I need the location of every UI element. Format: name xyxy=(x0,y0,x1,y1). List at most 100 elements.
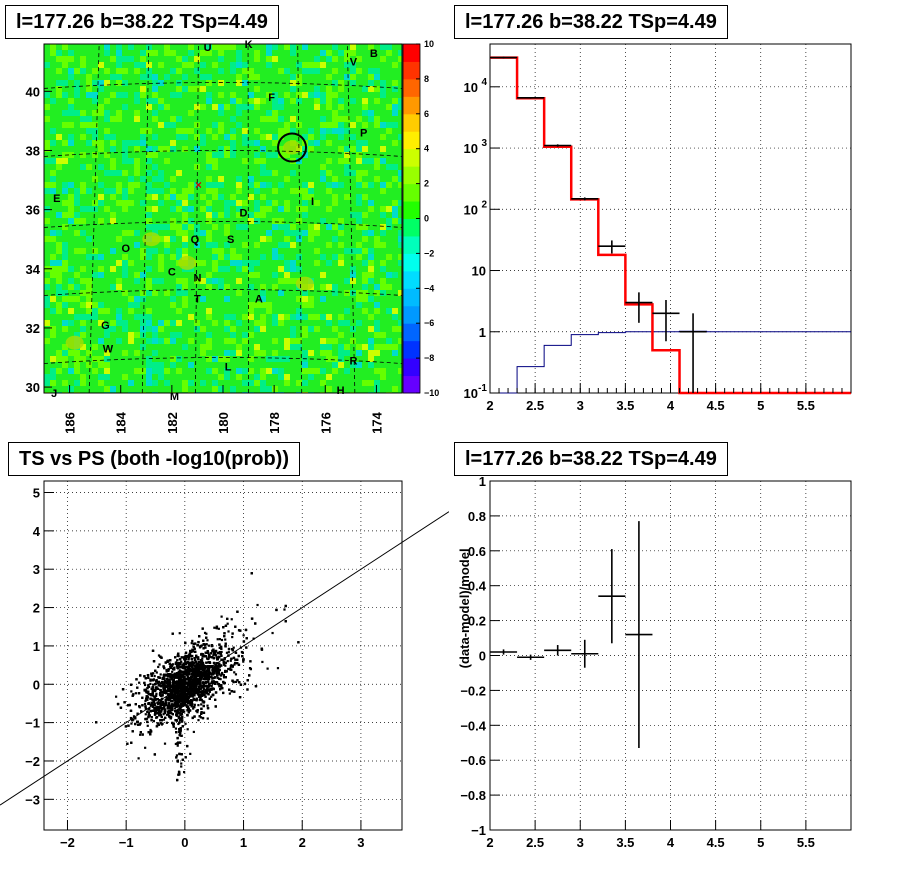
x-tick-label: 2.5 xyxy=(526,398,544,413)
x-tick-label: −2 xyxy=(60,835,75,850)
source-label: W xyxy=(103,344,114,356)
x-tick-label: 3.5 xyxy=(616,398,634,413)
data-points xyxy=(490,56,707,393)
colorbar-cell xyxy=(403,288,420,307)
scatter-axes: −2 −1 0 1 2 3 −3 −2 −1 0 1 2 3 4 5 xyxy=(25,486,364,850)
y-tick-label: 1 xyxy=(479,474,486,489)
ts-vs-ps-panel: −2 −1 0 1 2 3 −3 −2 −1 0 1 2 3 4 5 xyxy=(0,480,449,850)
y-tick-label: 40 xyxy=(26,84,40,99)
scatter-points xyxy=(95,572,300,782)
source-label: R xyxy=(349,355,357,367)
fit-line xyxy=(0,511,449,806)
y-tick-exponent: -1 xyxy=(478,383,487,394)
x-tick-label: 5 xyxy=(757,835,764,850)
residual-panel: 2 2.5 3 3.5 4 4.5 5 5.5 −1 −0.8 −0.6 −0.4 −0.2 0 0.2 0.… xyxy=(457,474,852,850)
colorbar-tick-label: 0 xyxy=(424,214,429,224)
residual-title: l=177.26 b=38.22 TSp=4.49 xyxy=(454,442,728,476)
source-label: P xyxy=(360,128,367,140)
residual-point xyxy=(490,649,518,655)
x-tick-label: 180 xyxy=(216,412,231,434)
x-tick-label: 5.5 xyxy=(797,835,815,850)
colorbar-tick-label: −8 xyxy=(424,353,434,363)
y-tick-label: 0.8 xyxy=(468,509,486,524)
x-tick-label: 184 xyxy=(114,411,129,433)
data-point xyxy=(517,97,545,99)
source-label: N xyxy=(193,273,201,285)
data-point xyxy=(679,313,707,393)
source-label: C xyxy=(168,267,176,279)
colorbar-cell xyxy=(403,375,420,394)
skymap-axes: 186 184 182 180 178 176 174 30 32 34 36 38 40 xyxy=(26,84,385,434)
source-label: B xyxy=(370,48,378,60)
colorbar-cell xyxy=(403,183,420,202)
source-label: J xyxy=(51,388,57,400)
y-tick-label: 0.4 xyxy=(468,579,487,594)
y-tick-label: −0.4 xyxy=(460,718,486,733)
colorbar-cell xyxy=(403,96,420,115)
x-tick-label: 176 xyxy=(318,412,333,434)
y-tick-label: 10 xyxy=(464,386,478,401)
y-tick-label: 4 xyxy=(33,524,41,539)
colorbar-cell xyxy=(403,166,420,185)
colorbar-cell xyxy=(403,201,420,219)
y-tick-label: 10 xyxy=(472,264,486,279)
y-tick-label: 10 xyxy=(464,141,478,156)
data-point xyxy=(490,56,518,59)
y-tick-label: −2 xyxy=(25,754,40,769)
y-tick-label: −0.8 xyxy=(460,788,486,803)
colorbar-cell xyxy=(403,305,420,324)
skymap-title: l=177.26 b=38.22 TSp=4.49 xyxy=(5,5,279,39)
x-tick-label: 4 xyxy=(667,398,675,413)
residual-grid xyxy=(489,480,851,831)
data-point xyxy=(571,197,599,201)
y-tick-label: 32 xyxy=(26,321,40,336)
colorbar: 10 8 6 4 2 0 −2 −4 −6 −8 −10 xyxy=(402,39,439,398)
y-tick-label: 2 xyxy=(33,601,40,616)
residual-point xyxy=(571,639,599,668)
source-label: G xyxy=(101,320,110,332)
target-circle xyxy=(277,132,308,163)
residual-point xyxy=(625,521,653,748)
source-label: T xyxy=(194,293,201,305)
colorbar-cell xyxy=(403,61,420,80)
colorbar-cell xyxy=(403,270,420,289)
x-tick-label: 186 xyxy=(63,412,78,434)
center-cross: × xyxy=(195,178,202,192)
colorbar-tick-label: 8 xyxy=(424,74,429,84)
y-tick-label: 0 xyxy=(479,649,486,664)
colorbar-cell xyxy=(403,340,420,359)
source-label: A xyxy=(255,293,263,305)
data-point xyxy=(652,300,680,342)
x-tick-label: 5.5 xyxy=(797,398,815,413)
source-label: F xyxy=(268,92,275,104)
source-label: M xyxy=(170,391,179,403)
x-tick-label: 3.5 xyxy=(616,835,634,850)
colorbar-cell xyxy=(403,148,420,167)
x-tick-label: 4 xyxy=(667,835,675,850)
data-point xyxy=(544,144,572,147)
colorbar-cell xyxy=(403,131,420,150)
y-tick-label: 0.6 xyxy=(468,544,486,559)
colorbar-tick-label: 6 xyxy=(424,109,429,119)
scatter-frame xyxy=(43,480,403,831)
y-tick-label: 5 xyxy=(33,486,40,501)
y-tick-label: −0.6 xyxy=(460,753,486,768)
colorbar-cell xyxy=(403,235,420,254)
model-total-histogram xyxy=(490,56,851,395)
ts-vs-ps-title: TS vs PS (both -log10(prob)) xyxy=(8,442,300,476)
source-label: D xyxy=(239,208,247,220)
y-axis-label: (data-model)/model xyxy=(457,548,472,668)
y-tick-label: 1 xyxy=(479,325,486,340)
residual-point xyxy=(517,654,545,660)
source-label: S xyxy=(227,234,234,246)
y-tick-exponent: 4 xyxy=(481,77,487,88)
y-tick-label: 38 xyxy=(26,143,40,158)
spectrum-grid xyxy=(489,44,851,394)
scatter-grid xyxy=(44,481,402,830)
residual-point xyxy=(544,645,572,656)
x-tick-label: 3 xyxy=(577,398,584,413)
y-tick-label: 34 xyxy=(26,262,41,277)
residual-points xyxy=(490,521,653,748)
